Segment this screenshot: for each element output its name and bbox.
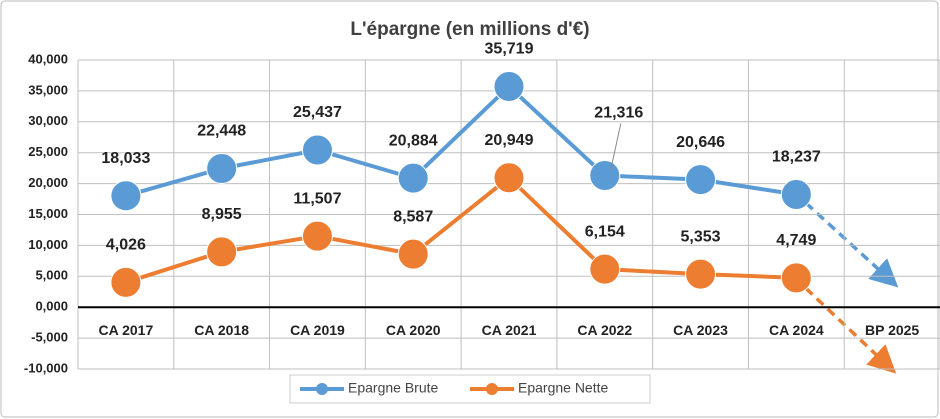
y-tick-label: 20,000 [28, 175, 68, 190]
x-tick-label: CA 2018 [194, 322, 249, 338]
marker [685, 258, 717, 290]
marker [589, 253, 621, 285]
data-label: 22,448 [197, 123, 246, 140]
data-label: 20,646 [676, 134, 725, 151]
legend-label: Epargne Brute [348, 380, 438, 396]
x-tick-label: CA 2017 [99, 322, 154, 338]
marker [493, 70, 525, 102]
data-label: 4,749 [776, 232, 816, 249]
marker [397, 162, 429, 194]
y-tick-label: 40,000 [28, 51, 68, 66]
legend-marker [316, 383, 328, 395]
data-label: 11,507 [293, 190, 341, 207]
leader-line [610, 123, 622, 170]
marker [780, 262, 812, 294]
trend-arrow [793, 191, 899, 288]
marker [589, 159, 621, 191]
marker [685, 164, 717, 196]
y-tick-label: 10,000 [28, 237, 68, 252]
marker [301, 134, 333, 166]
legend-marker [486, 383, 498, 395]
data-label: 4,026 [106, 237, 146, 254]
series-line [125, 83, 797, 198]
data-label: 6,154 [585, 223, 625, 240]
data-label: 8,955 [202, 206, 242, 223]
x-tick-label: CA 2021 [482, 322, 537, 338]
y-tick-label: 0,000 [35, 299, 68, 314]
x-tick-label: CA 2022 [577, 322, 632, 338]
data-label: 25,437 [293, 104, 342, 121]
x-tick-label: CA 2023 [673, 322, 728, 338]
series-line [125, 175, 797, 285]
y-tick-label: 5,000 [35, 268, 68, 283]
data-label: 21,316 [594, 105, 643, 122]
x-tick-label: CA 2019 [290, 322, 345, 338]
marker [206, 152, 238, 184]
data-label: 20,884 [389, 132, 438, 149]
y-tick-label: 35,000 [28, 82, 68, 97]
x-tick-label: BP 2025 [865, 322, 919, 338]
data-label: 35,719 [485, 41, 534, 58]
y-tick-label: -5,000 [31, 330, 68, 345]
marker [397, 238, 429, 270]
marker [493, 162, 525, 194]
marker [110, 266, 142, 298]
legend-label: Epargne Nette [518, 380, 608, 396]
y-tick-label: 25,000 [28, 144, 68, 159]
trend-arrow [793, 276, 897, 374]
y-tick-label: 15,000 [28, 206, 68, 221]
data-label: 20,949 [485, 132, 534, 149]
x-tick-label: CA 2020 [386, 322, 441, 338]
marker [780, 178, 812, 210]
marker [301, 220, 333, 252]
data-label: 5,353 [681, 228, 721, 245]
marker [110, 180, 142, 212]
data-label: 18,237 [772, 149, 821, 166]
data-label: 18,033 [101, 150, 150, 167]
marker [206, 236, 238, 268]
y-tick-label: -10,000 [24, 360, 68, 375]
data-label: 8,587 [393, 208, 433, 225]
y-tick-label: 30,000 [28, 113, 68, 128]
x-tick-label: CA 2024 [769, 322, 824, 338]
chart-title: L'épargne (en millions d'€) [350, 19, 589, 40]
